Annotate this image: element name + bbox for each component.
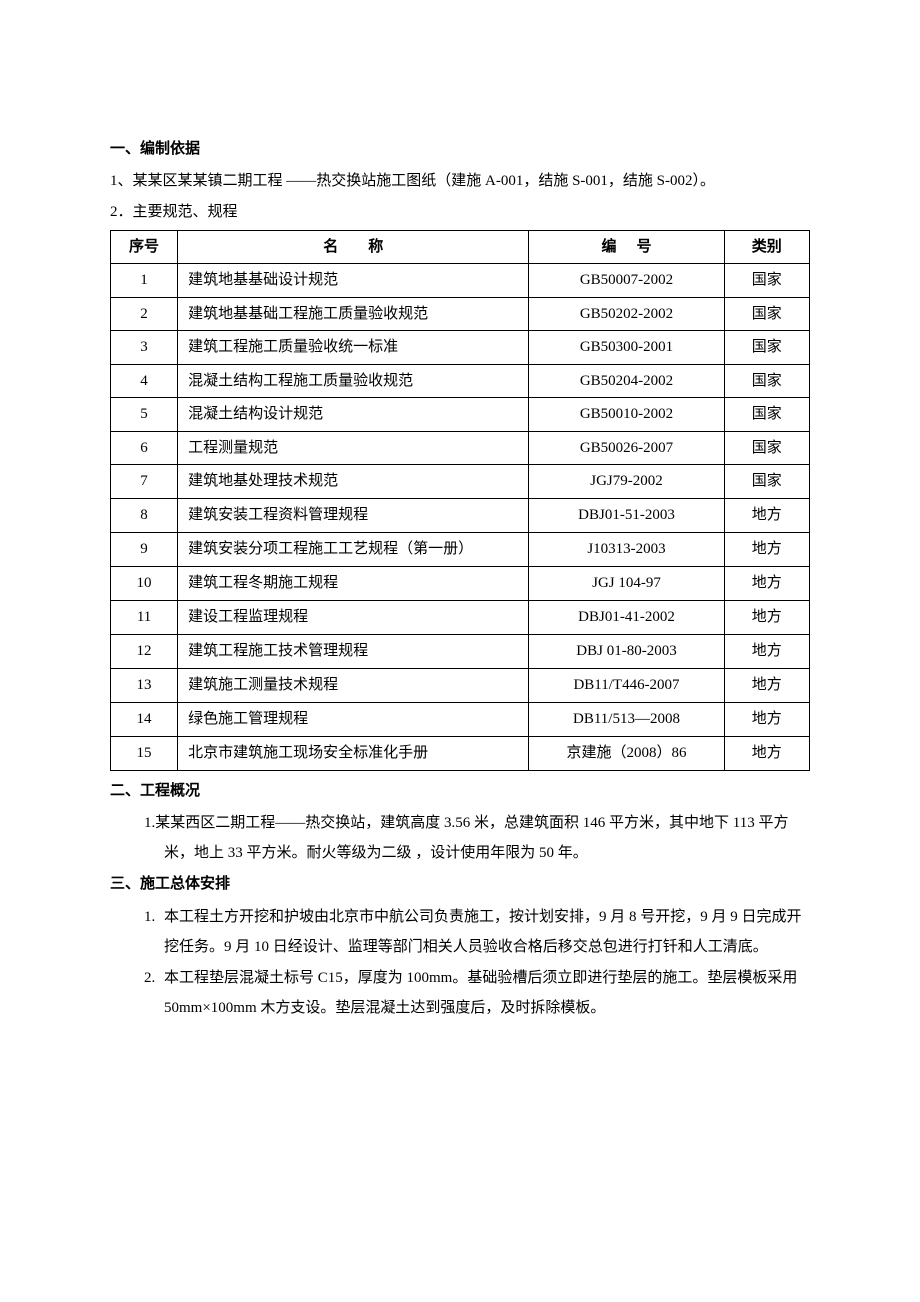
cell-idx: 15 xyxy=(111,736,178,770)
header-name: 名称 xyxy=(178,230,529,264)
cell-name: 北京市建筑施工现场安全标准化手册 xyxy=(178,736,529,770)
cell-idx: 13 xyxy=(111,668,178,702)
table-row: 6工程测量规范GB50026-2007国家 xyxy=(111,431,810,465)
spec-table: 序号 名称 编号 类别 1建筑地基基础设计规范GB50007-2002国家2建筑… xyxy=(110,230,810,771)
cell-name: 建筑工程施工质量验收统一标准 xyxy=(178,331,529,365)
list-item: 1.某某西区二期工程——热交换站，建筑高度 3.56 米，总建筑面积 146 平… xyxy=(140,808,810,868)
table-row: 13建筑施工测量技术规程DB11/T446-2007地方 xyxy=(111,668,810,702)
spec-table-header-row: 序号 名称 编号 类别 xyxy=(111,230,810,264)
cell-code: JGJ79-2002 xyxy=(529,465,724,499)
cell-code: GB50300-2001 xyxy=(529,331,724,365)
cell-cat: 国家 xyxy=(724,264,809,298)
cell-name: 建设工程监理规程 xyxy=(178,600,529,634)
cell-cat: 地方 xyxy=(724,600,809,634)
section3-title: 三、施工总体安排 xyxy=(110,870,810,899)
table-row: 10建筑工程冬期施工规程JGJ 104-97地方 xyxy=(111,566,810,600)
cell-code: DBJ01-41-2002 xyxy=(529,600,724,634)
table-row: 4混凝土结构工程施工质量验收规范GB50204-2002国家 xyxy=(111,364,810,398)
cell-idx: 10 xyxy=(111,566,178,600)
cell-cat: 地方 xyxy=(724,668,809,702)
cell-code: 京建施（2008）86 xyxy=(529,736,724,770)
cell-name: 绿色施工管理规程 xyxy=(178,702,529,736)
header-idx: 序号 xyxy=(111,230,178,264)
table-row: 5混凝土结构设计规范GB50010-2002国家 xyxy=(111,398,810,432)
cell-name: 混凝土结构工程施工质量验收规范 xyxy=(178,364,529,398)
cell-cat: 地方 xyxy=(724,736,809,770)
cell-idx: 3 xyxy=(111,331,178,365)
cell-name: 工程测量规范 xyxy=(178,431,529,465)
cell-cat: 国家 xyxy=(724,431,809,465)
cell-code: JGJ 104-97 xyxy=(529,566,724,600)
section1-para1: 1、某某区某某镇二期工程 ——热交换站施工图纸（建施 A-001，结施 S-00… xyxy=(110,167,810,196)
item-text: 本工程土方开挖和护坡由北京市中航公司负责施工，按计划安排，9 月 8 号开挖，9… xyxy=(164,909,802,955)
cell-cat: 国家 xyxy=(724,465,809,499)
item-number: 2. xyxy=(144,963,164,993)
cell-name: 建筑地基基础设计规范 xyxy=(178,264,529,298)
item-text: 本工程垫层混凝土标号 C15，厚度为 100mm。基础验槽后须立即进行垫层的施工… xyxy=(164,970,797,1016)
cell-name: 建筑安装工程资料管理规程 xyxy=(178,498,529,532)
header-code: 编号 xyxy=(529,230,724,264)
cell-name: 建筑地基基础工程施工质量验收规范 xyxy=(178,297,529,331)
cell-code: GB50007-2002 xyxy=(529,264,724,298)
cell-cat: 地方 xyxy=(724,634,809,668)
cell-code: DB11/513—2008 xyxy=(529,702,724,736)
cell-idx: 12 xyxy=(111,634,178,668)
section1-title: 一、编制依据 xyxy=(110,135,810,164)
cell-name: 混凝土结构设计规范 xyxy=(178,398,529,432)
cell-code: J10313-2003 xyxy=(529,532,724,566)
item-text: 某某西区二期工程——热交换站，建筑高度 3.56 米，总建筑面积 146 平方米… xyxy=(155,815,788,861)
section2-title: 二、工程概况 xyxy=(110,777,810,806)
cell-idx: 5 xyxy=(111,398,178,432)
cell-idx: 9 xyxy=(111,532,178,566)
cell-idx: 2 xyxy=(111,297,178,331)
cell-code: DBJ01-51-2003 xyxy=(529,498,724,532)
cell-cat: 国家 xyxy=(724,331,809,365)
list-item: 1.本工程土方开挖和护坡由北京市中航公司负责施工，按计划安排，9 月 8 号开挖… xyxy=(140,902,810,962)
table-row: 1建筑地基基础设计规范GB50007-2002国家 xyxy=(111,264,810,298)
cell-code: GB50010-2002 xyxy=(529,398,724,432)
cell-idx: 11 xyxy=(111,600,178,634)
cell-idx: 7 xyxy=(111,465,178,499)
cell-idx: 1 xyxy=(111,264,178,298)
table-row: 9建筑安装分项工程施工工艺规程（第一册）J10313-2003地方 xyxy=(111,532,810,566)
cell-code: DBJ 01-80-2003 xyxy=(529,634,724,668)
table-row: 3建筑工程施工质量验收统一标准GB50300-2001国家 xyxy=(111,331,810,365)
item-number: 1. xyxy=(144,902,164,932)
cell-code: GB50204-2002 xyxy=(529,364,724,398)
spec-table-container: 序号 名称 编号 类别 1建筑地基基础设计规范GB50007-2002国家2建筑… xyxy=(110,230,810,771)
cell-name: 建筑施工测量技术规程 xyxy=(178,668,529,702)
item-number: 1. xyxy=(144,815,155,831)
table-row: 12建筑工程施工技术管理规程DBJ 01-80-2003地方 xyxy=(111,634,810,668)
cell-idx: 8 xyxy=(111,498,178,532)
cell-idx: 14 xyxy=(111,702,178,736)
cell-name: 建筑工程冬期施工规程 xyxy=(178,566,529,600)
cell-code: GB50026-2007 xyxy=(529,431,724,465)
cell-cat: 国家 xyxy=(724,398,809,432)
cell-cat: 地方 xyxy=(724,702,809,736)
cell-cat: 国家 xyxy=(724,297,809,331)
table-row: 8建筑安装工程资料管理规程DBJ01-51-2003地方 xyxy=(111,498,810,532)
table-row: 14绿色施工管理规程DB11/513—2008地方 xyxy=(111,702,810,736)
cell-name: 建筑地基处理技术规范 xyxy=(178,465,529,499)
cell-idx: 4 xyxy=(111,364,178,398)
cell-idx: 6 xyxy=(111,431,178,465)
cell-cat: 地方 xyxy=(724,532,809,566)
cell-cat: 地方 xyxy=(724,498,809,532)
cell-code: DB11/T446-2007 xyxy=(529,668,724,702)
list-item: 2.本工程垫层混凝土标号 C15，厚度为 100mm。基础验槽后须立即进行垫层的… xyxy=(140,963,810,1023)
header-cat: 类别 xyxy=(724,230,809,264)
cell-cat: 地方 xyxy=(724,566,809,600)
cell-name: 建筑工程施工技术管理规程 xyxy=(178,634,529,668)
table-row: 15北京市建筑施工现场安全标准化手册京建施（2008）86地方 xyxy=(111,736,810,770)
table-row: 7建筑地基处理技术规范JGJ79-2002国家 xyxy=(111,465,810,499)
table-row: 11建设工程监理规程DBJ01-41-2002地方 xyxy=(111,600,810,634)
cell-cat: 国家 xyxy=(724,364,809,398)
section1-para2: 2．主要规范、规程 xyxy=(110,198,810,227)
cell-code: GB50202-2002 xyxy=(529,297,724,331)
table-row: 2建筑地基基础工程施工质量验收规范GB50202-2002国家 xyxy=(111,297,810,331)
cell-name: 建筑安装分项工程施工工艺规程（第一册） xyxy=(178,532,529,566)
